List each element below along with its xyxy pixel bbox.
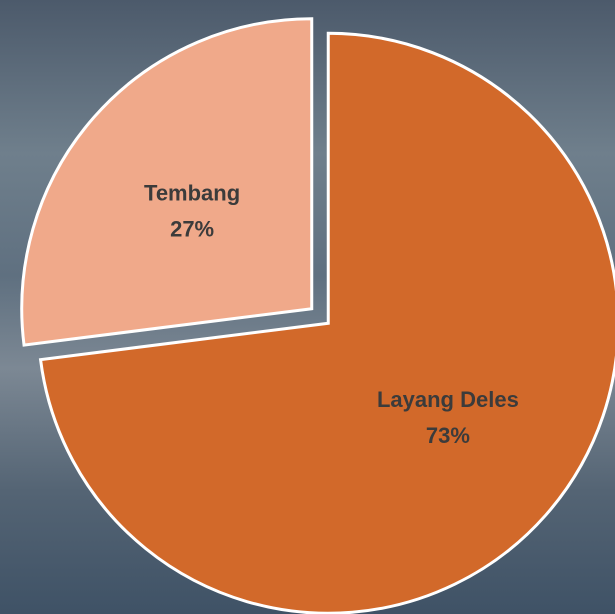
slice-label: Layang Deles — [377, 387, 519, 412]
slice-label: Tembang — [144, 181, 240, 206]
chart: Layang Deles 73% Tembang 27% — [0, 0, 615, 614]
page: {"chart_data": {"type": "pie", "categori… — [0, 0, 615, 614]
slice-value: 73% — [426, 423, 470, 448]
slice-value: 27% — [170, 217, 214, 242]
